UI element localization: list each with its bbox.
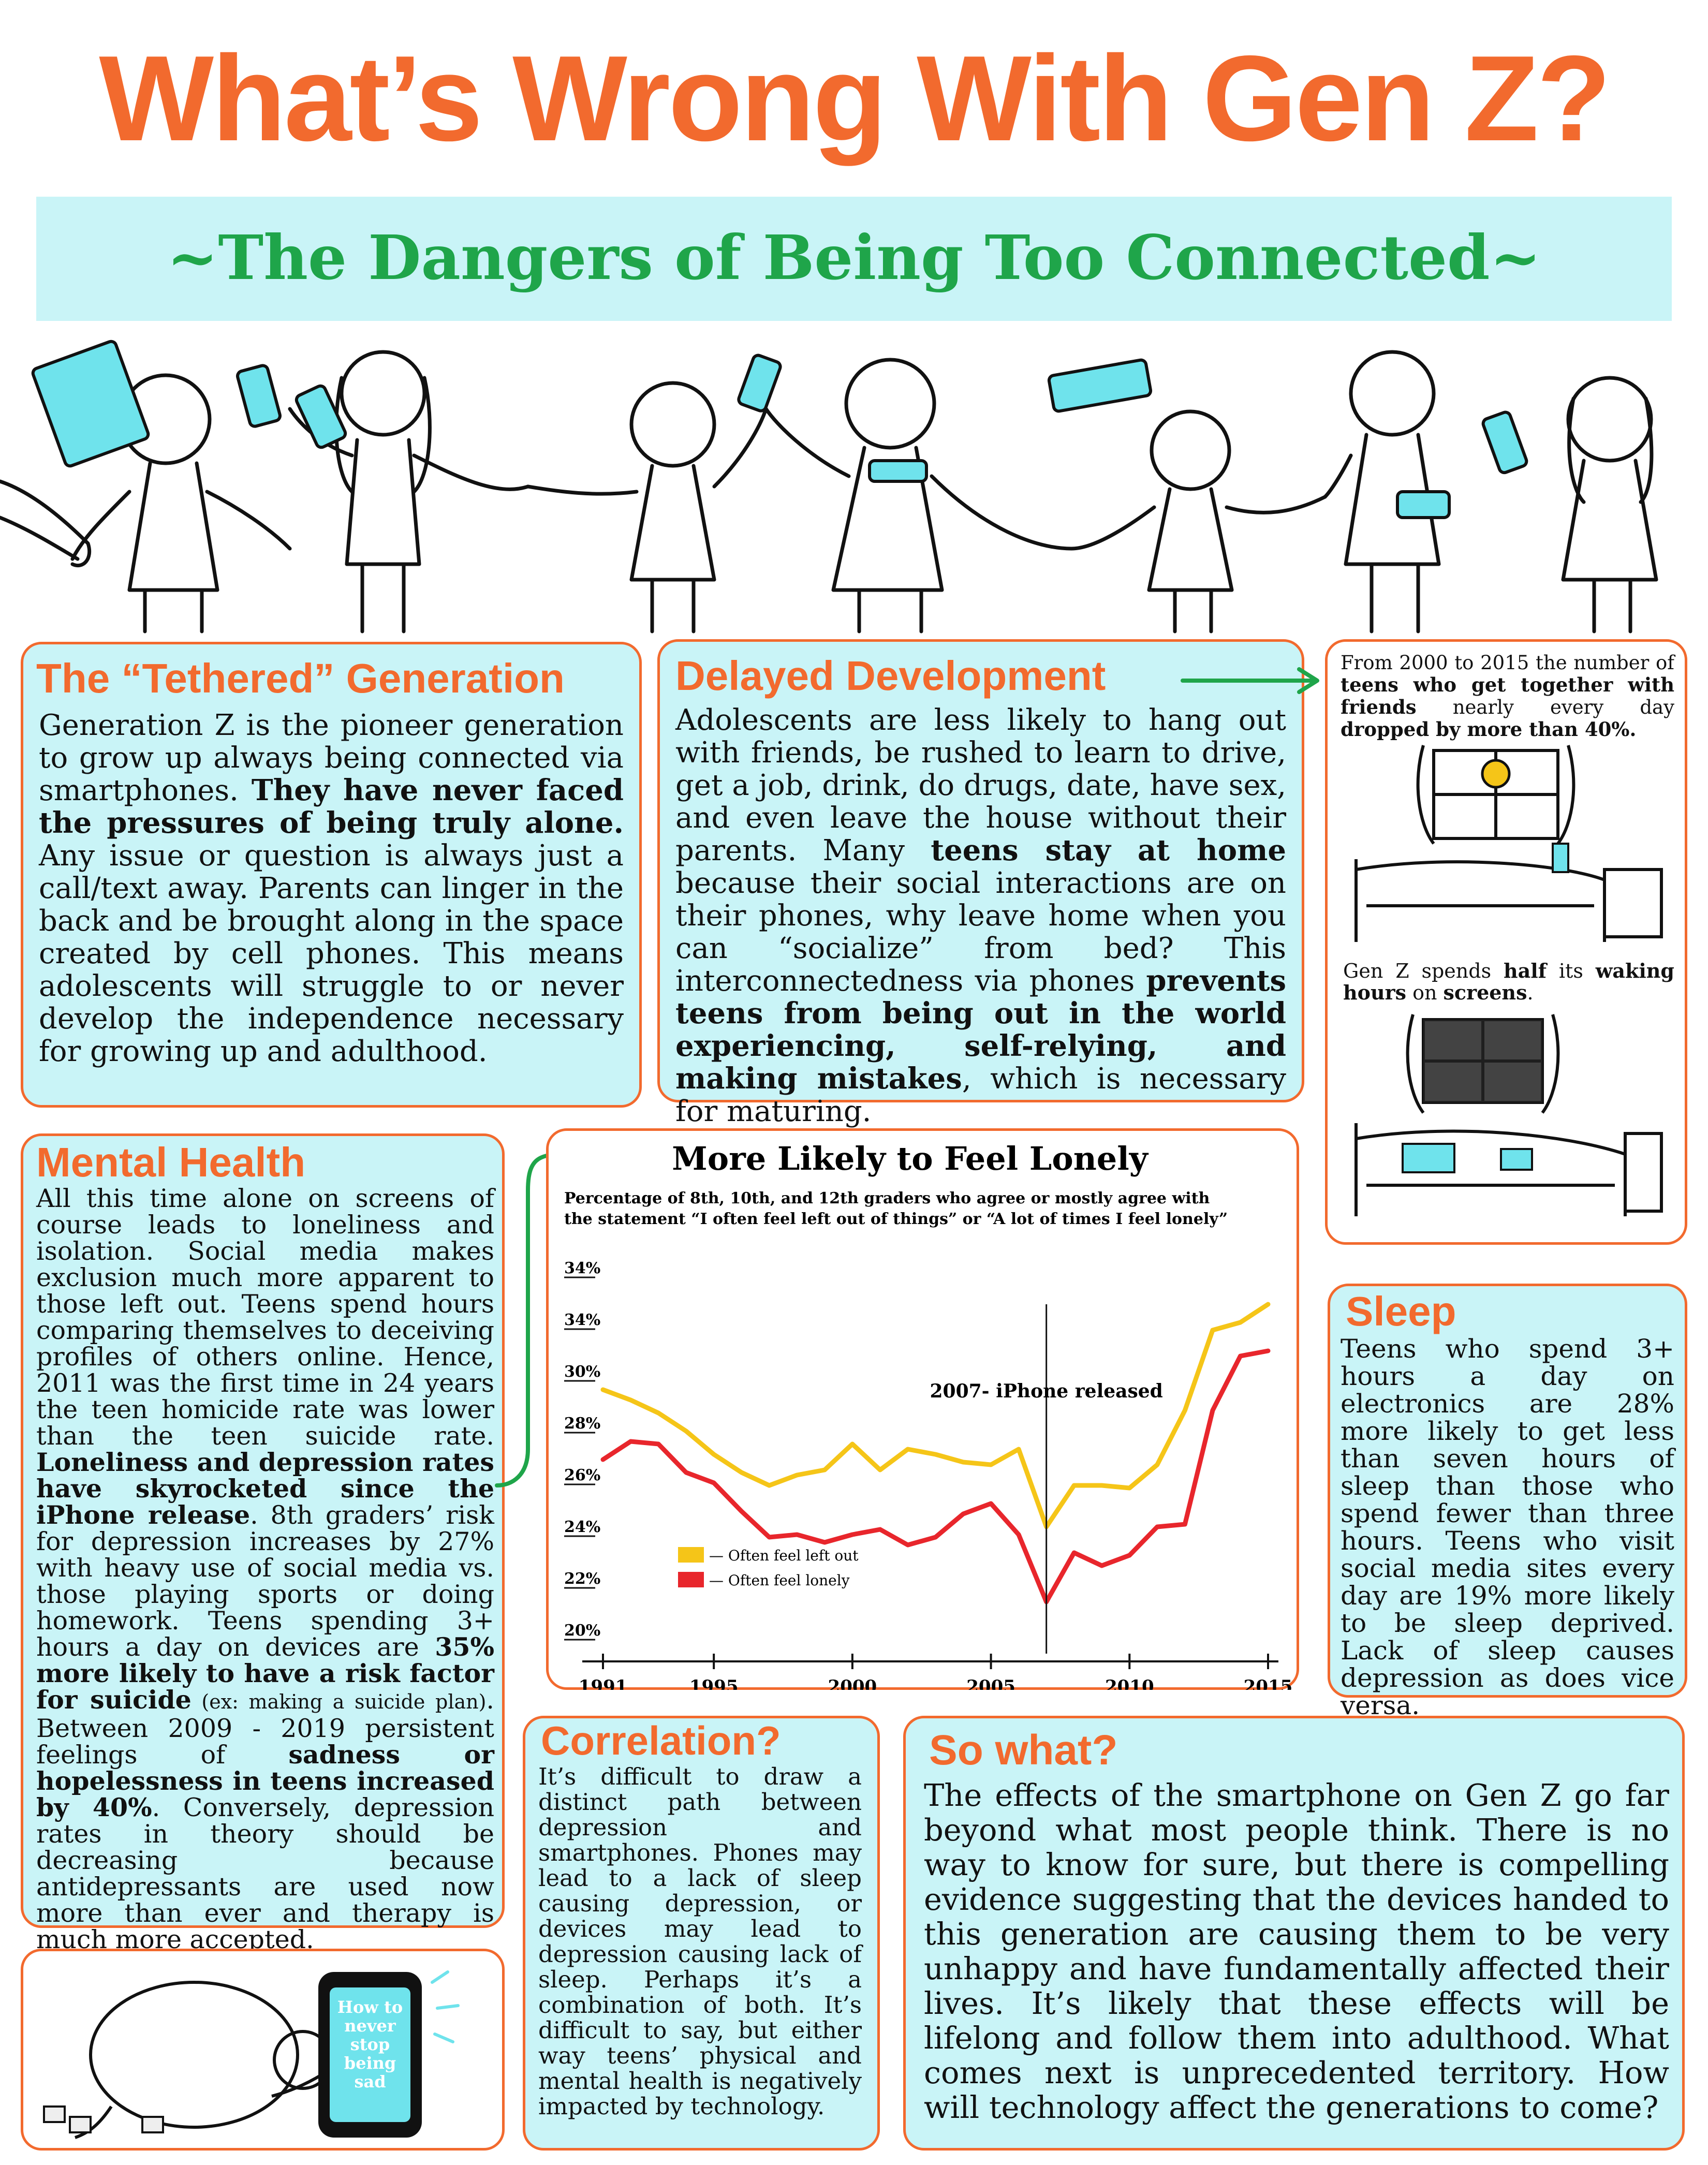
- y-tick-label: 34%: [564, 1311, 600, 1329]
- arrow-right-icon: [1181, 667, 1319, 694]
- bedroom-night-illustration: [1354, 1014, 1663, 1216]
- sowhat-box: [903, 1716, 1685, 2151]
- annotation-label: 2007- iPhone released: [930, 1380, 1162, 1402]
- sleep-box: [1328, 1284, 1687, 1698]
- chart-title: More Likely to Feel Lonely: [672, 1140, 1149, 1177]
- sidebar-fact-friends: From 2000 to 2015 the number of teens wh…: [1341, 652, 1674, 741]
- y-tick-label: 28%: [564, 1415, 600, 1433]
- sowhat-text: The effects of the smartphone on Gen Z g…: [924, 1777, 1669, 2125]
- y-tick-label: 22%: [564, 1570, 600, 1588]
- y-tick-label: 26%: [564, 1466, 600, 1484]
- x-tick-label: 1991: [579, 1676, 628, 1690]
- y-tick-label: 34%: [564, 1259, 600, 1277]
- legend-label: — Often feel lonely: [709, 1572, 850, 1589]
- lonely-line-chart: More Likely to Feel Lonely Percentage of…: [564, 1140, 1293, 1690]
- series-line-left-out: [600, 1302, 1271, 1529]
- phone-screen-text: How to never stop being sad: [337, 1998, 403, 2092]
- delayed-text: Adolescents are less likely to hang out …: [675, 703, 1286, 1128]
- tethered-text: Generation Z is the pioneer generation t…: [39, 709, 624, 1068]
- correlation-box: [523, 1716, 880, 2151]
- y-tick-label: 30%: [564, 1363, 600, 1381]
- tethered-heading: The “Tethered” Generation: [36, 655, 565, 701]
- sowhat-heading: So what?: [929, 1727, 1118, 1774]
- x-tick-label: 2010: [1105, 1676, 1154, 1690]
- subtitle-banner: [36, 197, 1672, 321]
- page-title: What’s Wrong With Gen Z?: [99, 30, 1611, 166]
- mental-heading: Mental Health: [36, 1139, 306, 1185]
- y-tick-label: 24%: [564, 1518, 600, 1536]
- bedroom-day-illustration: [1354, 745, 1663, 942]
- delayed-heading: Delayed Development: [675, 653, 1106, 699]
- legend-label: — Often feel left out: [709, 1547, 859, 1564]
- mental-box: [21, 1133, 505, 1928]
- legend-swatch: [678, 1547, 704, 1563]
- legend-swatch: [678, 1572, 704, 1587]
- tethered-box: [21, 642, 642, 1108]
- delayed-box: [657, 639, 1304, 1102]
- sad-phone-illustration: How to never stop being sad: [43, 1970, 460, 2139]
- sidebar-box: [1325, 639, 1687, 1245]
- x-tick-label: 1995: [689, 1676, 739, 1690]
- page-subtitle: ~The Dangers of Being Too Connected~: [167, 222, 1541, 293]
- correlation-text: It’s difficult to draw a distinct path b…: [538, 1763, 862, 2120]
- correlation-heading: Correlation?: [541, 1718, 781, 1763]
- chart-subtitle-line1: Percentage of 8th, 10th, and 12th grader…: [564, 1189, 1210, 1207]
- chart-box: [546, 1128, 1299, 1690]
- sleep-text: Teens who spend 3+ hours a day on electr…: [1341, 1334, 1674, 1720]
- sidebar-fact-screens: Gen Z spends half its waking hours on sc…: [1343, 959, 1674, 1004]
- x-tick-label: 2015: [1244, 1676, 1293, 1690]
- sleep-heading: Sleep: [1346, 1288, 1456, 1334]
- series-line-lonely: [600, 1348, 1271, 1604]
- chart-subtitle-line2: the statement “I often feel left out of …: [564, 1210, 1228, 1228]
- x-tick-label: 2000: [828, 1676, 877, 1690]
- teens-illustration: [0, 340, 1658, 634]
- sad-phone-box: [21, 1949, 505, 2151]
- x-tick-label: 2005: [966, 1676, 1015, 1690]
- y-tick-label: 20%: [564, 1622, 600, 1640]
- mental-text: All this time alone on screens of course…: [36, 1184, 494, 1954]
